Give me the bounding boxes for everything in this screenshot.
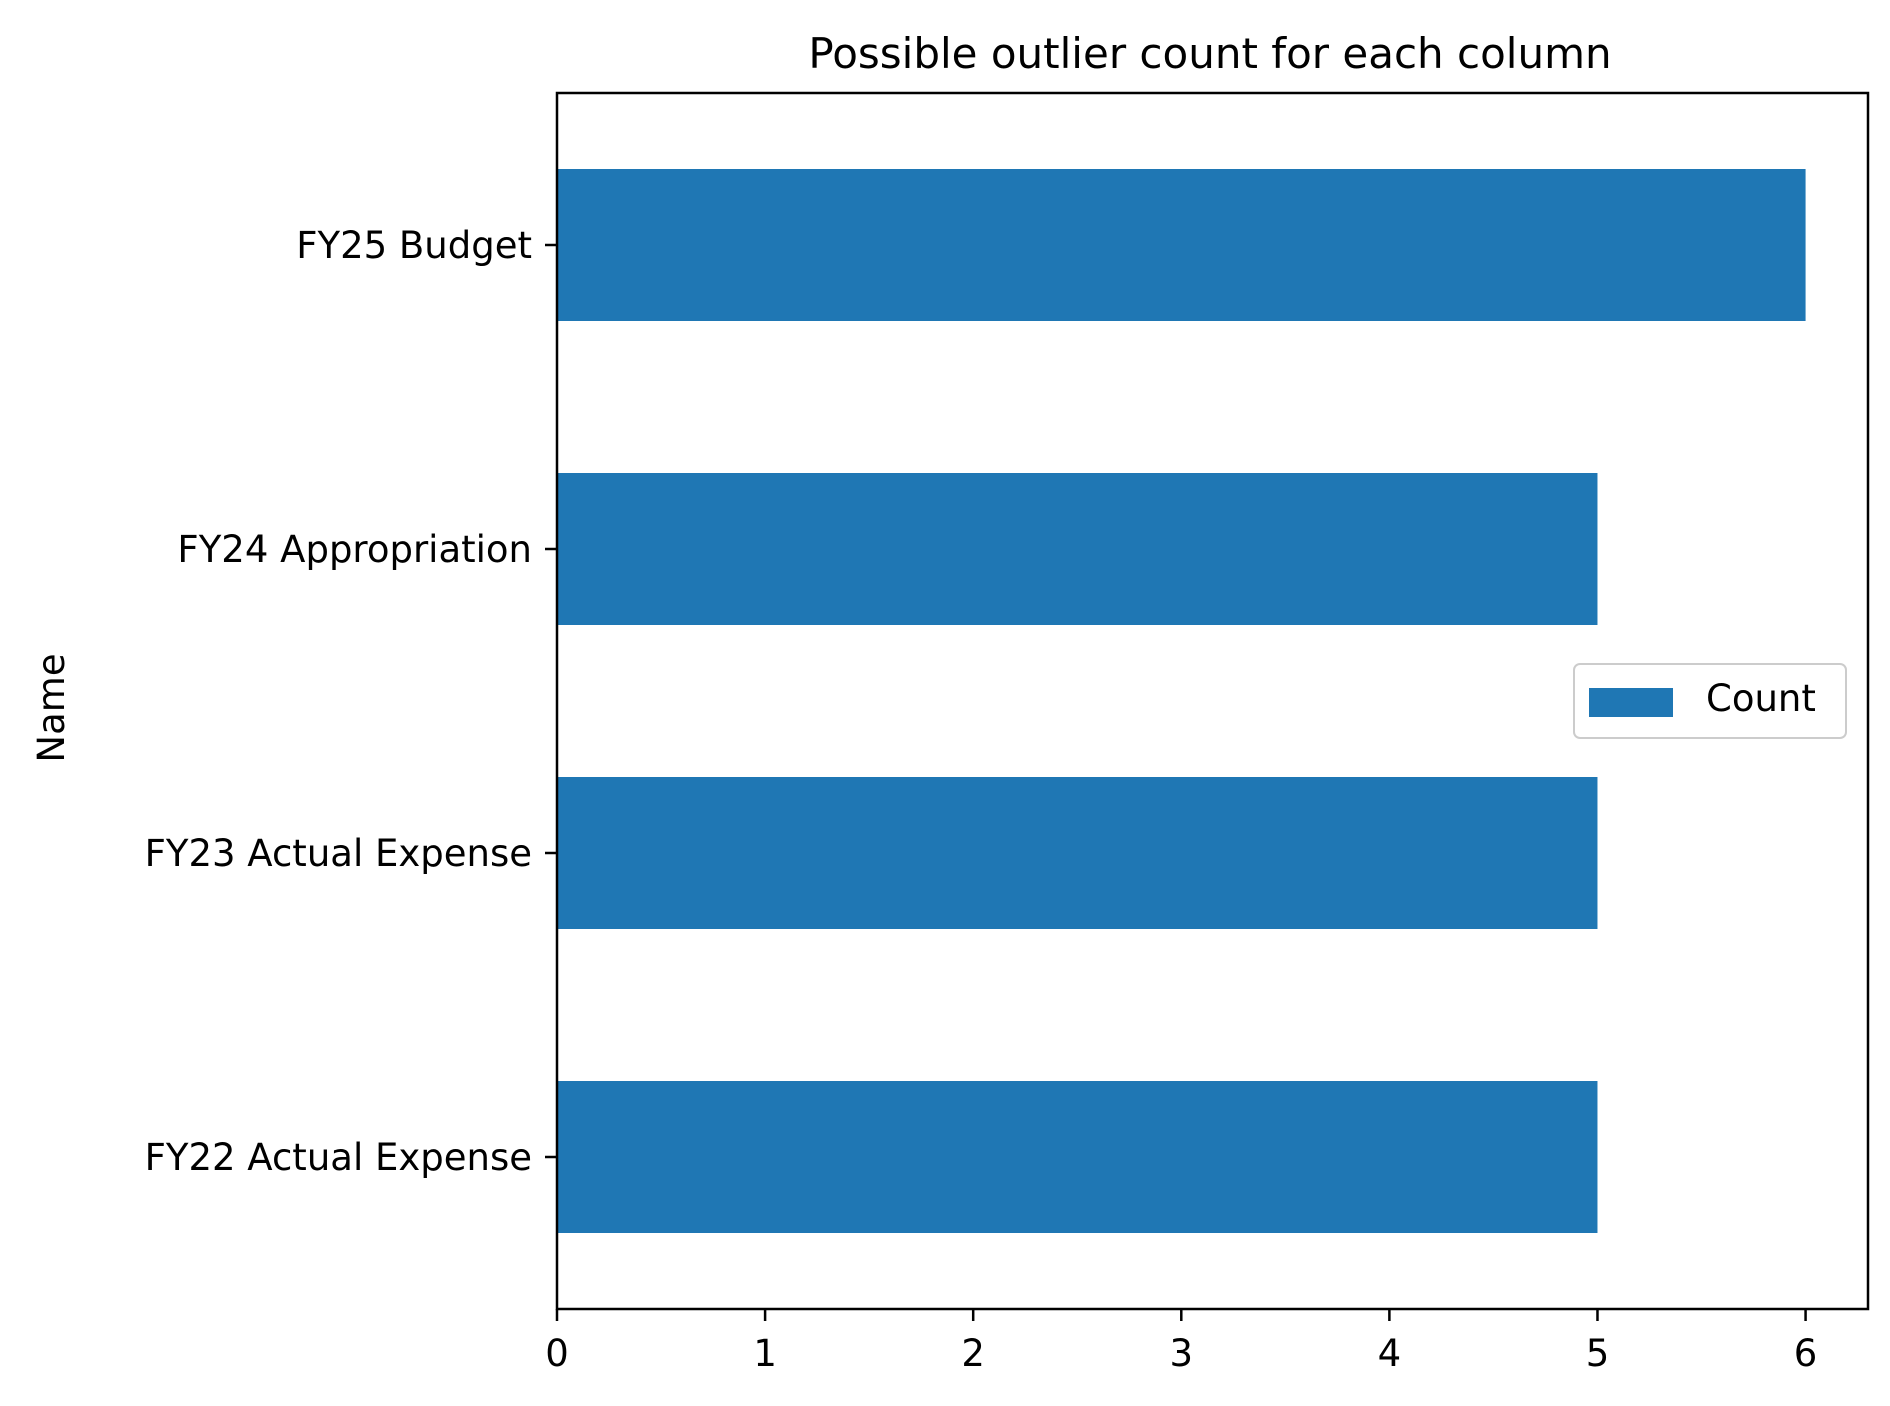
y-tick-label: FY24 Appropriation: [177, 528, 532, 571]
x-tick-label: 1: [753, 1332, 777, 1375]
y-tick-label: FY25 Budget: [296, 224, 532, 267]
bar-fy24-appropriation: [557, 473, 1598, 625]
legend-swatch: [1589, 688, 1673, 717]
chart-title: Possible outlier count for each column: [808, 29, 1611, 78]
x-tick-label: 2: [961, 1332, 985, 1375]
plot-frame: [555, 91, 1870, 1311]
y-axis-label: Name: [30, 653, 73, 762]
x-tick-label: 0: [545, 1332, 569, 1375]
bars-layer: [557, 169, 1806, 1233]
legend-label: Count: [1706, 677, 1816, 720]
x-tick-label: 3: [1170, 1332, 1194, 1375]
legend-frame: [1573, 663, 1847, 739]
bar-fy25-budget: [557, 169, 1806, 321]
x-tick-label: 5: [1586, 1332, 1610, 1375]
bar-fy22-actual-expense: [557, 1081, 1598, 1233]
x-tick-label: 4: [1378, 1332, 1402, 1375]
y-tick-label: FY23 Actual Expense: [145, 832, 532, 875]
bar-fy23-actual-expense: [557, 777, 1598, 929]
legend: Count: [1573, 663, 1847, 739]
x-ticks: 0 1 2 3 4 5 6: [545, 1309, 1817, 1375]
y-tick-label: FY22 Actual Expense: [145, 1136, 532, 1179]
x-tick-label: 6: [1794, 1332, 1818, 1375]
y-ticks: FY22 Actual Expense FY23 Actual Expense FY…: [145, 224, 557, 1179]
